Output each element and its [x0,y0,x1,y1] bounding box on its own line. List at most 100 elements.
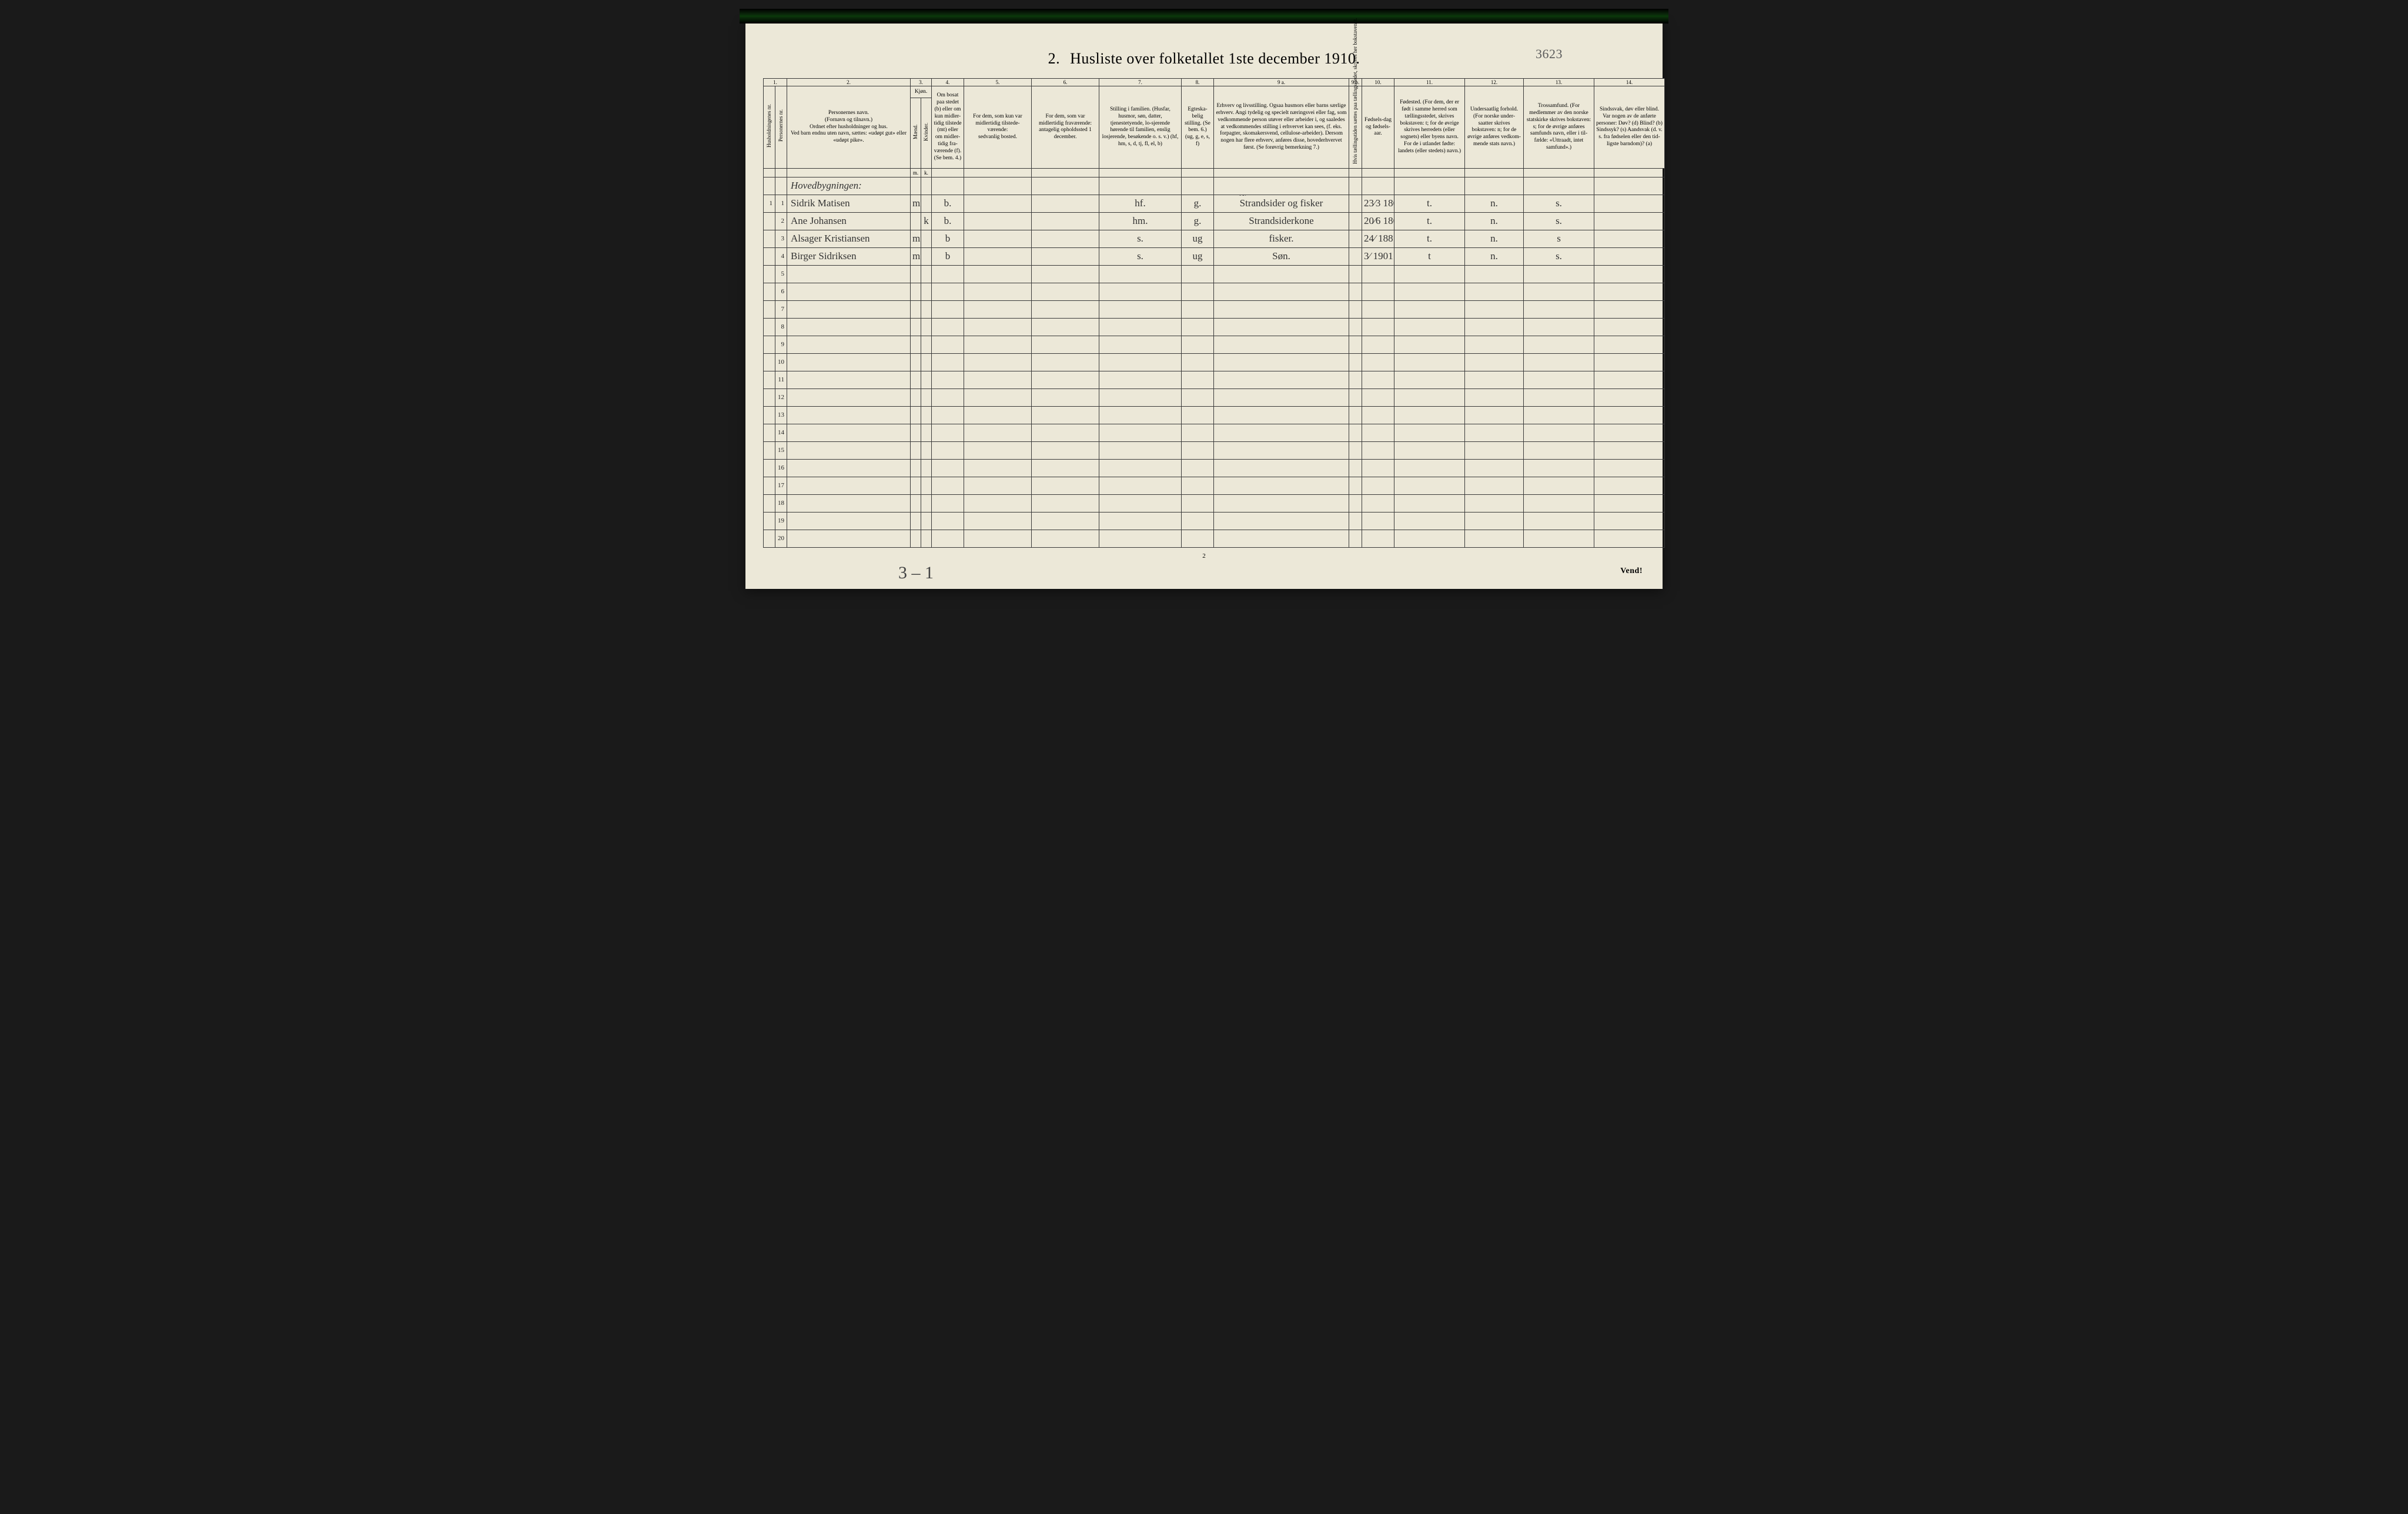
cell [921,318,932,336]
cell [932,177,964,195]
cell [1099,441,1182,459]
cell [787,459,911,477]
cell [964,512,1032,530]
cell [1594,300,1665,318]
table-row: 7 [764,300,1665,318]
cell [1349,300,1362,318]
cell [1182,283,1214,300]
cell [1349,283,1362,300]
cell: ug [1182,247,1214,265]
cell [764,477,775,494]
cell [1099,283,1182,300]
cell [787,512,911,530]
cell [1032,424,1099,441]
col-header-occupation: Erhverv og livsstilling. Ogsaa husmors e… [1214,86,1349,169]
cell [1349,441,1362,459]
colnum: 8. [1182,79,1214,86]
cell [964,265,1032,283]
cell [964,388,1032,406]
cell: s. [1524,247,1594,265]
col-header-birth: Fødsels-dag og fødsels-aar. [1362,86,1394,169]
cell [1465,441,1524,459]
cell [1465,530,1524,547]
cell [1594,265,1665,283]
cell [911,388,921,406]
cell: 7 [775,300,787,318]
cell [764,283,775,300]
blank [1362,168,1394,177]
title-number: 2. [1048,50,1061,67]
cell [1214,424,1349,441]
cell: 24⁄ 1881 [1362,230,1394,247]
cell [1214,177,1349,195]
cell [764,424,775,441]
colnum: 14. [1594,79,1665,86]
cell [932,441,964,459]
cell [1214,441,1349,459]
cell [1032,459,1099,477]
col-header-birthplace: Fødested. (For dem, der er født i samme … [1394,86,1465,169]
cell [764,494,775,512]
cell [1594,441,1665,459]
cell [1349,530,1362,547]
census-table: 1. 2. 3. 4. 5. 6. 7. 8. 9 a. 9 b. 10. 11… [763,78,1665,548]
cell [911,530,921,547]
cell [911,459,921,477]
cell: s. [1524,195,1594,212]
cell [1594,230,1665,247]
cell [764,388,775,406]
cell: s [1524,230,1594,247]
cell [1349,494,1362,512]
cell [964,195,1032,212]
cell: n. [1465,212,1524,230]
cell [1524,530,1594,547]
handwritten-top-annotation: 3623 [1536,46,1563,62]
cell [1465,459,1524,477]
cell [1394,441,1465,459]
col-header-household-nr: Husholdningenes nr. [764,86,775,169]
table-row: 2Ane Johansenkb.hm.g.Strandsiderkone20⁄6… [764,212,1665,230]
cell [911,318,921,336]
cell [1394,353,1465,371]
cell [1214,459,1349,477]
cell [1465,424,1524,441]
cell [1182,459,1214,477]
cell [764,318,775,336]
cell [1465,265,1524,283]
cell [787,353,911,371]
vert-label: Personernes nr. [778,88,784,164]
film-edge [740,9,1668,24]
cell [1214,265,1349,283]
table-row: 13 [764,406,1665,424]
cell [1214,353,1349,371]
cell [964,212,1032,230]
cell [921,247,932,265]
cell [911,512,921,530]
table-row: 19 [764,512,1665,530]
cell [764,212,775,230]
cell [1594,336,1665,353]
cell [787,424,911,441]
col-header-female: Kvinder. [921,98,932,169]
table-row: 3Alsager Kristiansenmbs.ugfisker.24⁄ 188… [764,230,1665,247]
cell [921,477,932,494]
cell [1349,371,1362,388]
cell [911,406,921,424]
building-label: Hovedbygningen: [787,177,911,195]
cell [1394,424,1465,441]
cell [1032,530,1099,547]
cell [1214,371,1349,388]
cell [1524,177,1594,195]
cell [764,459,775,477]
cell [1032,318,1099,336]
cell [932,512,964,530]
cell [1032,477,1099,494]
cell [1594,371,1665,388]
cell [964,459,1032,477]
cell [787,406,911,424]
cell [1465,512,1524,530]
cell [1362,512,1394,530]
cell [1465,353,1524,371]
table-row: 10 [764,353,1665,371]
table-row: 20 [764,530,1665,547]
